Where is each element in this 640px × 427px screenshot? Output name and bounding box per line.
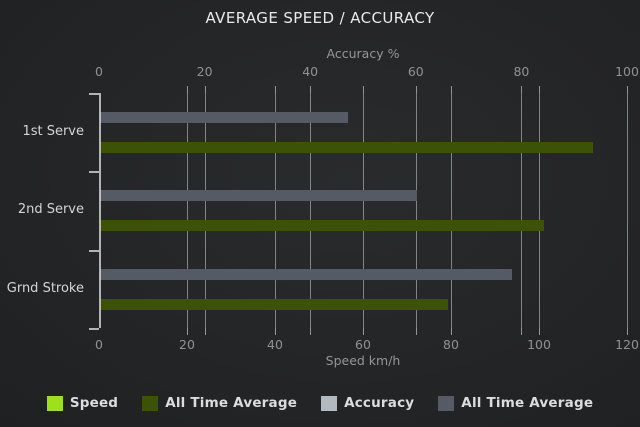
category-label: 2nd Serve [17,202,84,217]
chart-legend: Speed All Time Average Accuracy All Time… [0,395,640,411]
gridline [275,93,276,328]
top-tick-label: 0 [95,64,103,79]
bar-accuracy-avg [100,269,512,280]
category-boundary-tick [89,93,99,95]
legend-swatch-accuracy-all-time-average [438,395,455,411]
gridline [205,93,206,328]
axis-tick [310,86,311,93]
y-axis-line [99,93,101,328]
legend-label-speed-all-time-average: All Time Average [165,395,298,411]
bar-accuracy-avg [100,190,417,201]
gridline [187,93,188,328]
axis-tick [416,86,417,93]
axis-tick [416,328,417,335]
top-tick-label: 100 [615,64,639,79]
axis-tick [627,328,628,335]
bottom-tick-label: 20 [179,337,195,352]
top-tick-label: 40 [302,64,319,79]
axis-tick [363,328,364,335]
top-tick-label: 20 [196,64,213,79]
bottom-tick-label: 0 [95,337,103,352]
gridline [363,93,364,328]
legend-swatch-speed [46,395,63,411]
axis-tick [205,86,206,93]
axis-tick [627,86,628,93]
legend-label-accuracy-all-time-average: All Time Average [461,395,594,411]
legend-swatch-accuracy [321,395,338,411]
category-boundary-tick [89,171,99,173]
legend-label-speed: Speed [69,395,119,411]
gridline [521,93,522,328]
axis-tick [539,86,540,93]
bar-speed-avg [100,220,544,231]
gridline [627,93,628,328]
chart-title: AVERAGE SPEED / ACCURACY [205,9,435,27]
gridline [416,93,417,328]
gridline [451,93,452,328]
bar-speed-avg [100,142,593,153]
axis-tick [451,86,452,93]
category-label: Grnd Stroke [6,281,84,296]
top-axis-label: Accuracy % [326,46,400,61]
gridline [539,93,540,328]
axis-tick [275,86,276,93]
bottom-tick-label: 100 [527,337,551,352]
bottom-tick-label: 80 [443,337,459,352]
bottom-tick-label: 120 [615,337,639,352]
legend-item-accuracy: Accuracy [321,395,414,411]
legend-item-speed: Speed [46,395,119,411]
legend-label-accuracy: Accuracy [344,395,415,411]
bottom-tick-label: 60 [355,337,371,352]
bottom-axis-label: Speed km/h [325,353,401,368]
category-boundary-tick [89,328,99,330]
top-tick-label: 60 [407,64,424,79]
axis-tick [205,328,206,335]
top-tick-label: 80 [513,64,530,79]
legend-item-speed-all-time-average: All Time Average [142,395,297,411]
category-boundary-tick [89,250,99,252]
gridline [310,93,311,328]
axis-tick [187,86,188,93]
legend-item-accuracy-all-time-average: All Time Average [438,395,593,411]
axis-tick [187,328,188,335]
axis-tick [310,328,311,335]
axis-tick [275,328,276,335]
category-label: 1st Serve [22,124,84,139]
axis-tick [451,328,452,335]
bar-speed-avg [100,299,448,310]
bar-accuracy-avg [100,112,348,123]
axis-tick [521,328,522,335]
axis-tick [539,328,540,335]
axis-tick [521,86,522,93]
bottom-tick-label: 40 [267,337,283,352]
axis-tick [363,86,364,93]
legend-swatch-speed-all-time-average [142,395,159,411]
